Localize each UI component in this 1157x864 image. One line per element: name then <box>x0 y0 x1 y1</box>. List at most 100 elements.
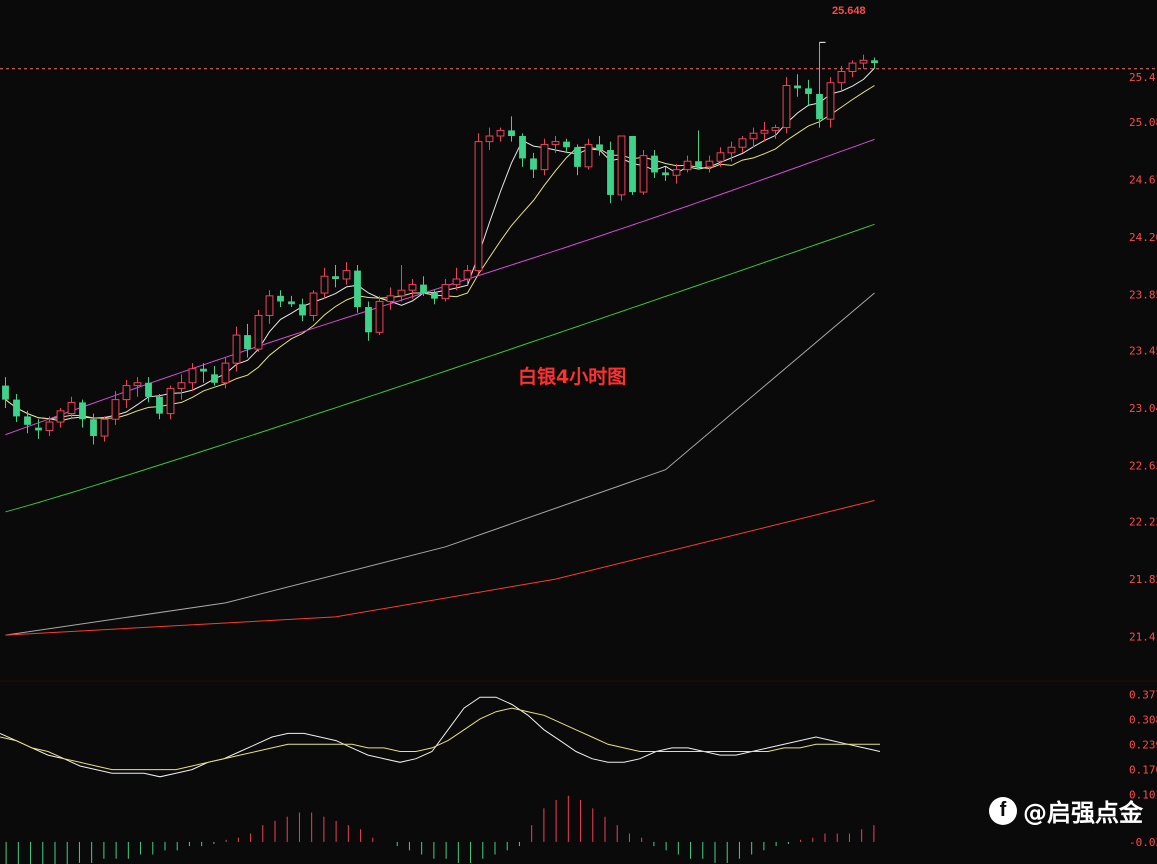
candle <box>111 391 120 425</box>
candle-body <box>2 385 9 400</box>
price-tick-label: 25.08 <box>1129 116 1157 129</box>
candle-body <box>816 93 823 120</box>
candle-body <box>651 155 658 173</box>
candle-body <box>629 136 636 193</box>
candle-body <box>859 59 868 64</box>
candle <box>332 264 339 288</box>
candle <box>354 264 361 313</box>
candle-body <box>639 155 648 193</box>
ma-short-line <box>5 67 875 422</box>
candle-body <box>474 141 483 272</box>
chart-grid <box>0 68 1157 682</box>
candle-body <box>596 144 603 151</box>
candle <box>342 262 351 285</box>
candle-body <box>431 293 438 299</box>
candle-body <box>749 132 758 140</box>
candle <box>496 127 505 142</box>
candle <box>859 54 868 69</box>
candle <box>288 295 295 308</box>
candle-body <box>288 301 295 305</box>
candle <box>320 267 329 299</box>
candle-body <box>485 135 494 143</box>
candle-body <box>683 160 692 171</box>
candle <box>211 365 218 386</box>
ma-mid-line <box>5 85 875 420</box>
candle-body <box>716 152 725 162</box>
candle-body <box>211 374 218 383</box>
candle <box>90 413 97 445</box>
candle-body <box>299 304 306 316</box>
price-tick-label: 23.04 <box>1129 402 1157 415</box>
candle <box>794 74 801 97</box>
candle <box>837 65 846 92</box>
price-tick-label: 24.67 <box>1129 173 1157 186</box>
candle-body <box>738 138 747 148</box>
candle <box>420 276 427 296</box>
candle-body <box>200 368 207 372</box>
candle <box>56 408 65 428</box>
candle <box>67 396 76 420</box>
candle <box>596 136 603 156</box>
candle-body <box>133 382 142 387</box>
candle-body <box>244 335 251 350</box>
candle-body <box>45 421 54 431</box>
candle-body <box>584 143 593 168</box>
candle <box>254 309 263 352</box>
candle <box>574 144 581 176</box>
candle-body <box>354 270 361 308</box>
candle <box>727 141 736 162</box>
candle <box>695 130 702 170</box>
price-tick-label: 22.23 <box>1129 516 1157 529</box>
candle-body <box>508 130 515 136</box>
candle <box>540 138 549 176</box>
candle <box>145 377 152 403</box>
price-tick-label: 21.41 <box>1129 631 1157 644</box>
candle-body <box>24 416 31 425</box>
candle-body <box>782 85 791 129</box>
candle-body <box>332 276 339 280</box>
ma-green-line <box>5 223 875 513</box>
candle-body <box>672 169 681 176</box>
candle-body <box>375 300 384 333</box>
candle <box>200 363 207 383</box>
candle-body <box>111 399 120 420</box>
candle-body <box>695 161 702 167</box>
candle <box>452 267 461 291</box>
price-tick-label: 25.4 <box>1129 71 1156 84</box>
candle-body <box>79 402 86 420</box>
candle <box>386 287 395 310</box>
candle <box>474 133 483 274</box>
watermark-text: @启强点金 <box>1023 799 1143 827</box>
candle <box>749 127 758 148</box>
candle <box>156 393 163 420</box>
candle <box>365 301 372 341</box>
candle <box>716 147 725 167</box>
price-tick-label: 22.63 <box>1129 459 1157 472</box>
indicator-tick-label: 0.170 <box>1129 764 1157 777</box>
candle-body <box>540 143 549 171</box>
candle-body <box>365 307 372 333</box>
candle <box>13 393 20 423</box>
candle-body <box>188 368 197 384</box>
candle-body <box>254 314 263 350</box>
candle-body <box>265 295 274 316</box>
candle-body <box>617 135 626 196</box>
high-price-label: 25.648 <box>832 5 866 17</box>
candle <box>177 374 186 400</box>
candle <box>397 264 406 302</box>
candle <box>683 155 692 173</box>
candle <box>441 279 450 302</box>
candle-body <box>35 427 42 431</box>
candle <box>662 166 669 181</box>
candle <box>431 290 438 305</box>
candle-body <box>309 292 318 316</box>
indicator-tick-label: -0.03 <box>1129 836 1157 849</box>
candle-body <box>386 295 395 302</box>
candle <box>45 416 54 437</box>
candle <box>299 298 306 322</box>
candle <box>24 410 31 434</box>
candle <box>826 77 835 128</box>
candle <box>309 290 318 322</box>
candle <box>760 121 769 142</box>
